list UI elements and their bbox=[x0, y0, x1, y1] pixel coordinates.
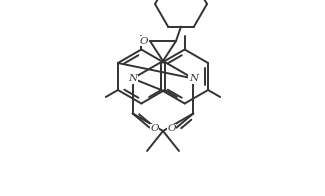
Text: N: N bbox=[128, 74, 137, 83]
Text: O: O bbox=[150, 124, 159, 133]
Text: O: O bbox=[167, 124, 176, 133]
Text: O: O bbox=[140, 36, 148, 45]
Text: N: N bbox=[189, 74, 198, 83]
